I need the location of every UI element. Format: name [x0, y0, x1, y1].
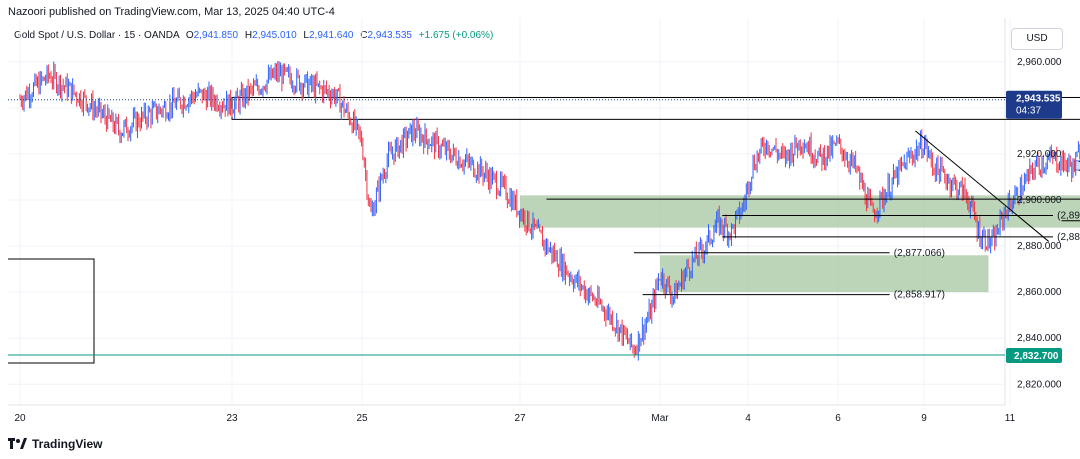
x-tick-label: 25 — [356, 413, 368, 424]
support-price-label: 2,832.700 — [1014, 351, 1059, 362]
x-tick-label: 20 — [14, 413, 26, 424]
demand-zone-lower — [660, 255, 989, 293]
x-tick-label: 6 — [835, 413, 841, 424]
current-price-label: 2,943.535 — [1016, 94, 1061, 105]
high-value: 2,945.010 — [252, 30, 297, 41]
countdown-label: 04:37 — [1016, 106, 1041, 117]
left-partial-box — [8, 258, 95, 364]
zones-layer — [231, 96, 1080, 293]
y-tick-label: 2,960.000 — [1017, 57, 1062, 68]
trendline — [915, 130, 1050, 242]
x-tick-label: 4 — [745, 413, 751, 424]
levels-layer: (2,916.780)(2,912.912)(2,900.388)(2,893.… — [8, 99, 1080, 356]
current-price-tag — [1006, 90, 1062, 119]
y-tick-label: 2,880.000 — [1017, 241, 1062, 252]
symbol-legend: Gold Spot / U.S. Dollar · 15 · OANDA O2,… — [14, 30, 493, 41]
level-label: (2,893.244) — [1057, 211, 1080, 222]
tradingview-icon — [8, 438, 27, 449]
symbol-name[interactable]: Gold Spot / U.S. Dollar · 15 · OANDA — [14, 30, 180, 41]
currency-button[interactable]: USD — [1011, 28, 1063, 50]
level-label: (2,858.917) — [894, 290, 945, 301]
open-label: O — [185, 30, 194, 41]
y-tick-label: 2,820.000 — [1017, 379, 1062, 390]
x-tick-label: Mar — [651, 413, 669, 424]
low-value: 2,941.640 — [308, 30, 354, 41]
support-price-tag — [1006, 348, 1062, 364]
brand-text: TradingView — [32, 437, 103, 451]
y-tick-label: 2,920.000 — [1017, 149, 1062, 160]
x-tick-label: 23 — [226, 413, 238, 424]
close-value: 2,943.535 — [367, 30, 413, 41]
demand-zone-upper — [520, 195, 1080, 228]
x-tick-label: 9 — [921, 413, 927, 424]
supply-box — [231, 96, 1080, 120]
tradingview-logo[interactable]: TradingView — [8, 437, 102, 451]
level-label: (2,883.980) — [1057, 232, 1080, 243]
price-axis: 2,820.000 2,840.000 2,860.000 2,880.000 2,90… — [1006, 57, 1062, 390]
change-value: +1.675 (+0.06%) — [418, 30, 494, 41]
high-label: H — [244, 30, 253, 41]
left-drawing-box — [8, 258, 95, 364]
x-tick-label: 27 — [514, 413, 526, 424]
close-label: C — [360, 30, 368, 41]
y-tick-label: 2,860.000 — [1017, 287, 1062, 298]
time-axis: 20232527Mar46911131417181920 — [14, 413, 1016, 424]
y-tick-label: 2,840.000 — [1017, 333, 1062, 344]
candles-layer — [19, 61, 1080, 361]
x-tick-label: 11 — [1005, 413, 1016, 424]
open-value: 2,941.850 — [193, 30, 239, 41]
y-tick-label: 2,900.000 — [1017, 195, 1062, 206]
level-label: (2,877.066) — [894, 248, 945, 259]
publisher-line: Nazoori published on TradingView.com, Ma… — [8, 6, 335, 18]
low-label: L — [303, 30, 309, 41]
